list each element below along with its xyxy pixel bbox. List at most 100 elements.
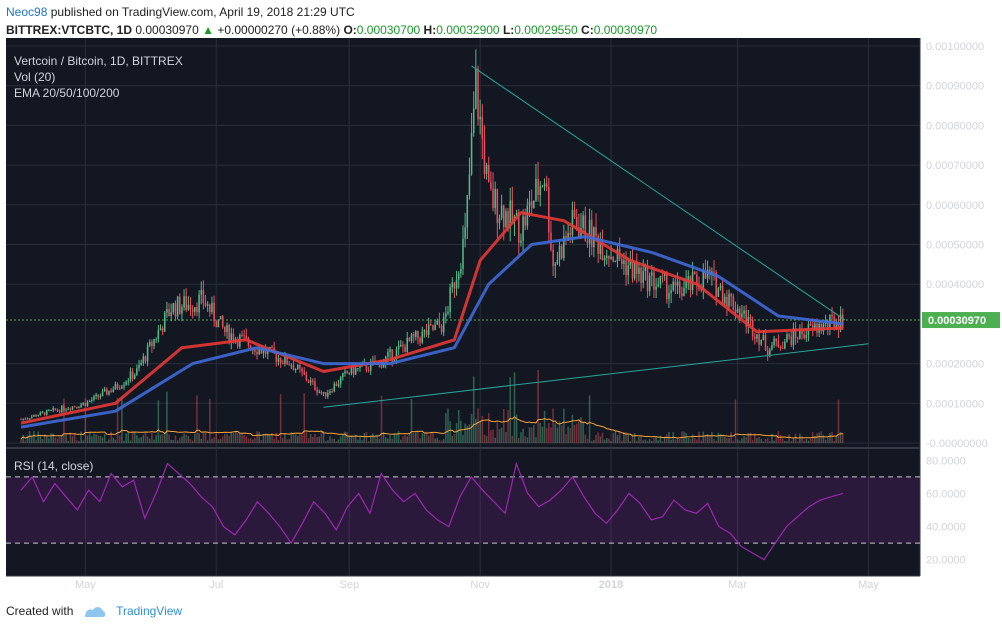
volume-bar [22,435,24,443]
candle-body [539,186,542,196]
candle-body [189,304,192,310]
candle-body [590,219,593,248]
volume-bar [818,432,820,443]
tradingview-link[interactable]: TradingView [116,604,183,618]
candle-body [241,334,243,336]
candle-body [644,266,647,271]
volume-bar [717,432,720,443]
candle-body [582,215,584,229]
volume-bar [520,432,522,443]
volume-bar [693,437,696,443]
candle-body [151,341,153,347]
volume-bar [814,435,816,443]
volume-bar [61,435,63,443]
volume-bar [262,433,265,443]
volume-bar [511,435,514,443]
candle-body [726,296,728,307]
low-label: L: [502,23,515,37]
author-link[interactable]: Neoc98 [6,5,48,19]
candle-body [91,399,93,401]
candle-body [312,380,314,382]
volume-bar [148,438,151,443]
y-tick-label: 0.00100000 [926,41,984,53]
volume-bar [548,422,550,443]
volume-bar [301,434,303,443]
volume-bar [73,432,76,443]
volume-bar [144,431,147,443]
volume-bar [651,440,653,443]
candle-body [39,412,42,416]
volume-bar [732,440,735,443]
volume-bar [172,439,175,443]
candle-body [616,248,619,261]
volume-bar [24,440,27,443]
volume-bar [485,436,488,443]
volume-bar [678,438,681,443]
volume-bar [211,438,213,443]
volume-bar [642,440,644,443]
volume-bar [125,433,127,443]
candle-body [831,314,833,317]
candle-body [683,287,685,297]
candle-body [288,364,290,366]
close-label: C: [581,23,594,37]
volume-bar [455,423,458,443]
volume-bar [569,428,572,443]
chart-canvas[interactable]: May Jul Sep Nov 2018 Mar May 0.00100000 0.000900… [0,38,1002,598]
candle-body [485,164,488,174]
candle-body [93,396,95,400]
candle-body [185,296,187,310]
candle-body [279,358,282,364]
volume-bar [706,434,709,443]
volume-bar [20,438,22,443]
volume-bar [653,437,655,443]
last-price-tag [922,312,1000,329]
volume-bar [535,437,537,443]
volume-bar [348,435,351,443]
volume-bar [601,432,604,443]
volume-bar [666,434,668,443]
volume-bar [475,418,477,443]
volume-bar [45,436,48,443]
volume-bar [756,438,758,443]
volume-bar [460,420,462,443]
candle-body [642,270,644,283]
volume-bar [146,436,149,443]
volume-bar [468,424,471,443]
volume-bar [490,430,492,443]
candle-body [588,219,591,244]
volume-bar [605,438,608,443]
volume-bar [327,440,329,443]
rsi-band [6,476,920,544]
volume-bar [552,408,554,443]
volume-bar [277,440,280,443]
candle-body [69,408,72,410]
volume-bar [108,439,110,443]
volume-bar [133,431,136,443]
volume-bar [689,439,692,443]
y-tick-label: 0.00090000 [926,81,984,93]
volume-bar [369,435,372,443]
candle-body [586,240,589,244]
volume-bar [696,439,698,443]
volume-bar [826,436,829,443]
candle-body [565,236,567,240]
volume-bar [170,439,172,443]
candle-body [333,383,336,392]
volume-bar [702,431,705,443]
candle-body [719,285,722,289]
volume-bar [185,434,187,443]
candle-body [245,335,248,338]
candle-body [395,348,398,359]
volume-bar [513,372,516,443]
candle-body [99,396,102,398]
volume-bar [726,438,728,443]
volume-bar [314,433,316,443]
volume-bar [590,440,593,443]
candle-body [796,338,799,340]
volume-bar [719,433,722,443]
volume-bar [121,397,123,443]
volume-bar [30,436,33,443]
volume-bar [346,432,348,443]
volume-bar [711,431,713,443]
